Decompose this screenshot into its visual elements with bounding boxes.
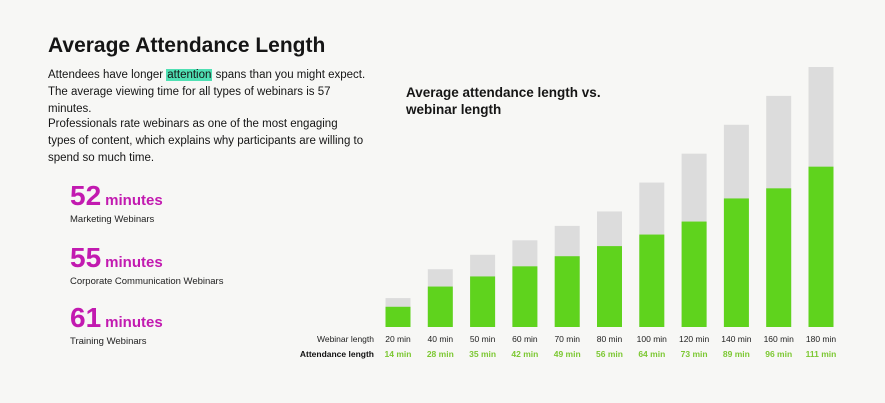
attendance-data-label: 89 min [723,349,750,359]
x-tick-label: 180 min [806,334,837,344]
labels-group: 20 min 14 min 40 min 28 min 50 min 35 min 60 m… [385,334,837,359]
attendance-data-label: 14 min [385,349,412,359]
stat-unit: minutes [105,314,163,331]
x-tick-label: 20 min [385,334,411,344]
x-tick-label: 160 min [764,334,795,344]
stat-value: 61 [70,302,102,333]
attendance-length-bar [554,256,580,327]
stat-label: Corporate Communication Webinars [70,276,224,287]
x-tick-label: 120 min [679,334,710,344]
stat-value: 52 [70,180,102,211]
attendance-data-label: 35 min [469,349,496,359]
attendance-data-label: 96 min [765,349,792,359]
stat-corporate: 55 minutes Corporate Communication Webina… [70,242,223,287]
attendance-length-bar [639,234,665,327]
x-tick-label: 50 min [470,334,496,344]
attendance-data-label: 28 min [427,349,454,359]
attendance-length-bar [597,246,622,327]
stat-unit: minutes [105,254,163,271]
stat-unit: minutes [105,192,163,209]
intro-paragraph: Attendees have longer attention spans th… [48,67,368,118]
intro-text-1: Attendees have longer [48,69,167,81]
attendance-length-bar [470,276,496,327]
bars-group [385,67,834,328]
webinar-row-label: Webinar length [317,334,374,344]
x-tick-label: 100 min [637,334,668,344]
stat-label: Marketing Webinars [70,214,155,225]
x-tick-label: 40 min [428,334,454,344]
highlighted-word: attention [166,69,213,81]
stat-marketing: 52 minutes Marketing Webinars [70,180,163,225]
attendance-length-bar [385,306,411,327]
chart-title: Average attendance length vs. webinar le… [406,85,601,117]
x-tick-label: 60 min [512,334,538,344]
attendance-row-label: Attendance length [300,349,374,359]
attendance-data-label: 42 min [511,349,538,359]
attendance-length-bar [681,221,707,327]
attendance-data-label: 64 min [638,349,665,359]
attendance-length-bar [512,266,538,327]
intro-paragraph-2: Professionals rate webinars as one of th… [48,118,364,164]
attendance-data-label: 56 min [596,349,623,359]
stat-training: 61 minutes Training Webinars [70,302,163,347]
x-tick-label: 70 min [554,334,580,344]
attendance-data-label: 49 min [554,349,581,359]
page-title: Average Attendance Length [48,34,326,57]
attendance-data-label: 73 min [681,349,708,359]
x-tick-label: 80 min [597,334,623,344]
attendance-length-bar [427,286,453,327]
stat-value: 55 [70,242,102,273]
intro-text-2: spans than you might expect. The average… [48,69,366,115]
stat-label: Training Webinars [70,336,147,347]
attendance-length-bar [723,198,749,327]
attendance-data-label: 111 min [806,349,837,359]
attendance-length-bar [766,188,792,327]
x-tick-label: 140 min [721,334,752,344]
attendance-length-bar [808,166,834,327]
